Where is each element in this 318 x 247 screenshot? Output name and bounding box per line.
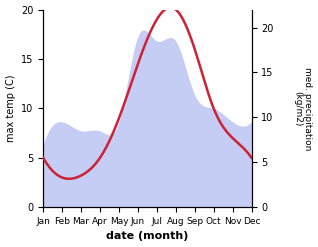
Y-axis label: med. precipitation
(kg/m2): med. precipitation (kg/m2) — [293, 67, 313, 150]
Y-axis label: max temp (C): max temp (C) — [5, 75, 16, 142]
X-axis label: date (month): date (month) — [106, 231, 189, 242]
